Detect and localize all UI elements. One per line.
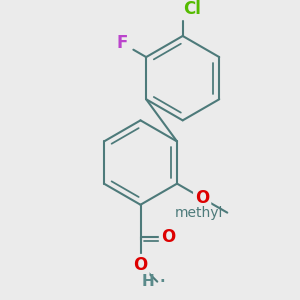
Text: Cl: Cl — [183, 0, 201, 18]
Text: F: F — [117, 34, 128, 52]
Text: O: O — [161, 228, 175, 246]
Text: O: O — [195, 189, 209, 207]
Text: ·: · — [160, 274, 166, 289]
Text: methyl: methyl — [175, 206, 223, 220]
Text: O: O — [134, 256, 148, 274]
Text: H: H — [142, 274, 155, 289]
